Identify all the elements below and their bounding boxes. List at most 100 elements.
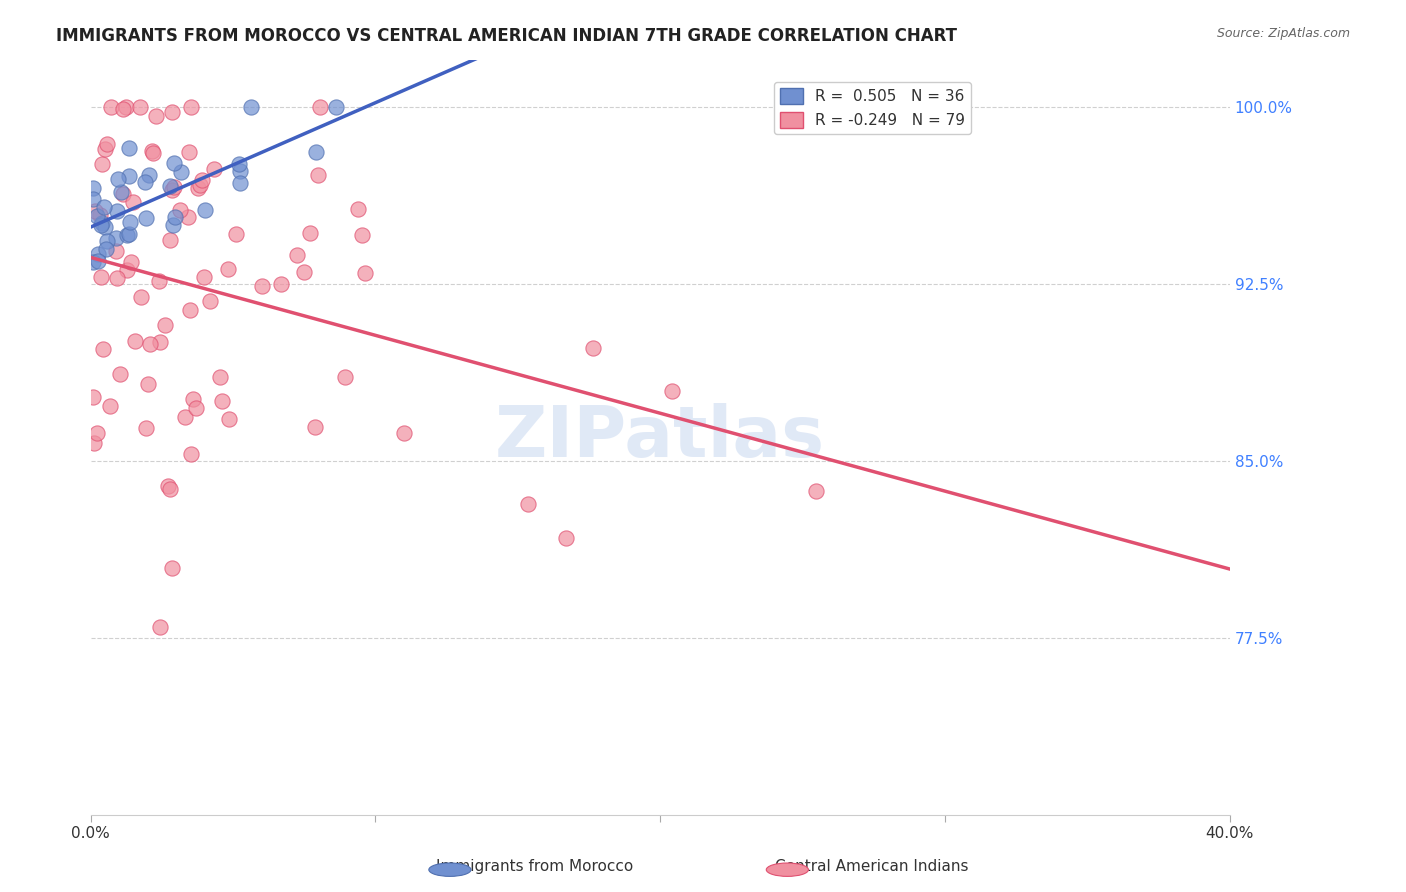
Immigrants from Morocco [94, 219, 117, 234]
Central American Indians [188, 178, 211, 192]
Immigrants from Morocco [86, 209, 108, 223]
Central American Indians [307, 168, 329, 182]
Central American Indians [162, 105, 184, 120]
Central American Indians [142, 146, 165, 161]
Immigrants from Morocco [135, 211, 157, 225]
Immigrants from Morocco [110, 186, 132, 200]
Central American Indians [159, 482, 181, 496]
Central American Indians [120, 254, 142, 268]
Central American Indians [350, 227, 373, 242]
Central American Indians [136, 377, 159, 392]
Immigrants from Morocco [115, 228, 138, 243]
Immigrants from Morocco [229, 177, 252, 191]
Legend: R =  0.505   N = 36, R = -0.249   N = 79: R = 0.505 N = 36, R = -0.249 N = 79 [775, 82, 972, 134]
Central American Indians [169, 203, 191, 218]
Central American Indians [105, 271, 128, 285]
Central American Indians [187, 181, 209, 195]
Central American Indians [94, 142, 117, 156]
Text: Source: ZipAtlas.com: Source: ZipAtlas.com [1216, 27, 1350, 40]
Central American Indians [353, 266, 375, 280]
Immigrants from Morocco [93, 200, 115, 214]
Central American Indians [180, 100, 202, 114]
Central American Indians [582, 341, 605, 355]
Immigrants from Morocco [305, 145, 328, 160]
Central American Indians [173, 410, 195, 425]
Central American Indians [191, 173, 214, 187]
Immigrants from Morocco [134, 175, 156, 189]
Central American Indians [517, 497, 540, 511]
Central American Indians [198, 294, 221, 309]
Central American Indians [292, 265, 315, 279]
Central American Indians [108, 368, 131, 382]
Text: ZIPatlas: ZIPatlas [495, 402, 825, 472]
Text: IMMIGRANTS FROM MOROCCO VS CENTRAL AMERICAN INDIAN 7TH GRADE CORRELATION CHART: IMMIGRANTS FROM MOROCCO VS CENTRAL AMERI… [56, 27, 957, 45]
Immigrants from Morocco [239, 100, 262, 114]
Central American Indians [225, 227, 247, 241]
Central American Indians [211, 394, 233, 409]
Central American Indians [193, 270, 215, 285]
Text: Central American Indians: Central American Indians [775, 859, 969, 874]
Immigrants from Morocco [87, 254, 110, 268]
Immigrants from Morocco [118, 169, 141, 183]
Central American Indians [145, 110, 167, 124]
Central American Indians [91, 342, 114, 356]
Central American Indians [217, 262, 239, 277]
Central American Indians [176, 210, 198, 224]
Central American Indians [218, 412, 240, 426]
Central American Indians [82, 391, 104, 405]
Central American Indians [160, 183, 183, 197]
Central American Indians [135, 421, 157, 435]
Central American Indians [91, 157, 114, 171]
Central American Indians [309, 100, 332, 114]
Immigrants from Morocco [228, 157, 250, 171]
Central American Indians [179, 145, 201, 159]
Immigrants from Morocco [118, 227, 141, 241]
Immigrants from Morocco [229, 164, 252, 178]
Central American Indians [131, 290, 153, 304]
Immigrants from Morocco [194, 202, 217, 217]
Immigrants from Morocco [107, 171, 129, 186]
Central American Indians [157, 479, 180, 493]
Central American Indians [162, 179, 184, 194]
Central American Indians [149, 335, 172, 350]
Central American Indians [180, 447, 202, 461]
Central American Indians [100, 100, 122, 114]
Immigrants from Morocco [82, 255, 104, 269]
Central American Indians [208, 370, 231, 384]
Immigrants from Morocco [118, 141, 141, 155]
Central American Indians [555, 531, 578, 545]
Immigrants from Morocco [90, 216, 112, 230]
Central American Indians [160, 561, 183, 575]
Central American Indians [83, 435, 105, 450]
Central American Indians [149, 620, 172, 634]
Central American Indians [186, 401, 208, 415]
Immigrants from Morocco [105, 231, 128, 245]
Immigrants from Morocco [82, 192, 104, 206]
Central American Indians [89, 208, 111, 222]
Central American Indians [304, 419, 326, 434]
Immigrants from Morocco [86, 247, 108, 261]
Immigrants from Morocco [96, 234, 118, 248]
Central American Indians [139, 337, 162, 351]
Immigrants from Morocco [163, 210, 186, 224]
Central American Indians [285, 247, 308, 261]
Central American Indians [298, 227, 321, 241]
Central American Indians [104, 244, 127, 259]
Central American Indians [124, 334, 146, 348]
Central American Indians [804, 483, 827, 498]
Central American Indians [333, 370, 356, 384]
Central American Indians [122, 194, 145, 209]
Central American Indians [89, 270, 111, 285]
Central American Indians [83, 203, 105, 218]
Central American Indians [202, 162, 225, 177]
Immigrants from Morocco [163, 155, 186, 169]
Immigrants from Morocco [118, 214, 141, 228]
Central American Indians [394, 426, 416, 441]
Immigrants from Morocco [96, 242, 118, 256]
Central American Indians [270, 277, 292, 291]
Central American Indians [129, 100, 152, 114]
Central American Indians [179, 303, 201, 318]
Immigrants from Morocco [82, 181, 104, 195]
Immigrants from Morocco [90, 219, 112, 233]
Central American Indians [96, 136, 118, 151]
